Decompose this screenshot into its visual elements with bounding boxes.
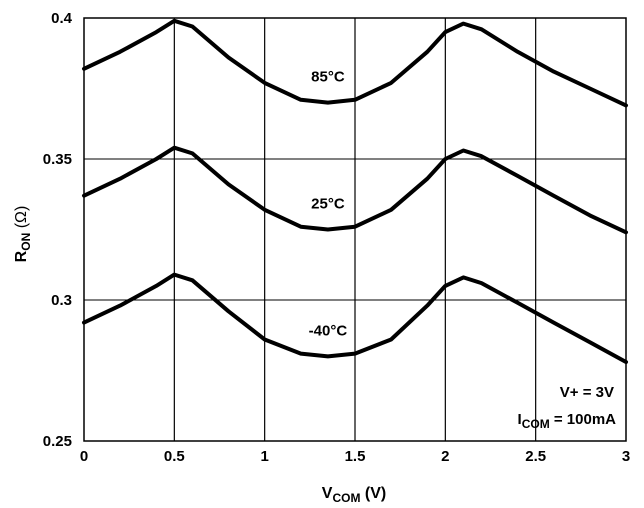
series-line xyxy=(82,272,628,364)
x-axis-title-sub: COM xyxy=(332,491,360,505)
x-axis-title: VCOM (V) xyxy=(322,485,386,505)
y-axis-title: RON (Ω) xyxy=(13,206,33,263)
y-tick-label: 0.3 xyxy=(51,292,72,309)
y-tick-label: 0.25 xyxy=(43,433,72,450)
x-tick-label: 2.5 xyxy=(525,448,546,465)
series-labels: 85°C 25°C -40°C xyxy=(309,68,348,339)
x-tick-label: 1.5 xyxy=(345,448,366,465)
annotation-current: ICOM = 100mA xyxy=(518,411,617,431)
plot-frame xyxy=(83,17,627,442)
annotation-current-main: I xyxy=(518,411,522,428)
series-label: -40°C xyxy=(309,322,348,339)
gridlines xyxy=(84,18,626,441)
x-tick-label: 1 xyxy=(260,448,268,465)
y-axis-title-main: R xyxy=(13,250,30,262)
series-label: 85°C xyxy=(311,68,345,85)
series-label: 25°C xyxy=(311,195,345,212)
x-tick-label: 3 xyxy=(622,448,630,465)
y-axis-title-sub: ON xyxy=(19,233,33,251)
x-tick-label: 0 xyxy=(80,448,88,465)
series-line xyxy=(82,145,628,235)
series-line xyxy=(82,18,628,108)
y-tick-label: 0.35 xyxy=(43,151,72,168)
x-axis-title-unit: (V) xyxy=(360,485,386,502)
annotation-current-sub: COM xyxy=(522,417,550,431)
x-tick-label: 0.5 xyxy=(164,448,185,465)
y-tick-label: 0.4 xyxy=(51,10,73,27)
x-tick-label: 2 xyxy=(441,448,449,465)
tick-labels: 0 0.5 1 1.5 2 2.5 3 0.25 0.3 0.35 0.4 xyxy=(43,10,630,465)
series-layer xyxy=(82,18,628,364)
annotation-current-rest: = 100mA xyxy=(550,411,616,428)
x-axis-title-main: V xyxy=(322,485,333,502)
annotation-supply: V+ = 3V xyxy=(560,384,614,401)
y-axis-title-unit: (Ω) xyxy=(13,206,30,233)
